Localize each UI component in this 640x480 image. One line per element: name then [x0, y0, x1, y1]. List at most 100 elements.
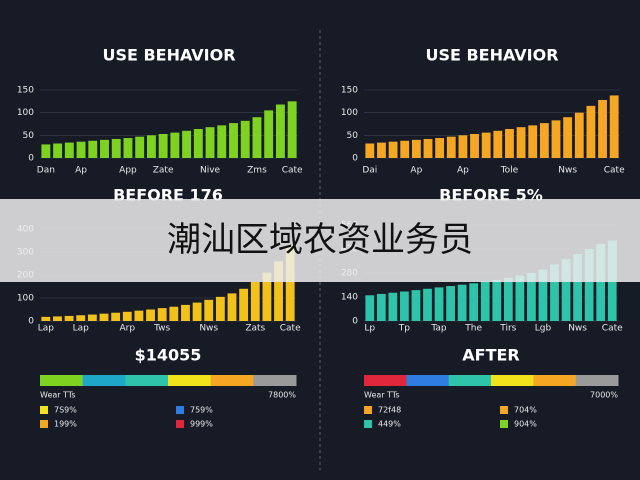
bar	[609, 95, 619, 158]
x-tick-label: Zms	[247, 166, 267, 176]
bar	[423, 138, 433, 158]
bar	[64, 142, 74, 158]
bar	[264, 110, 274, 158]
bar	[64, 315, 74, 321]
bar	[158, 133, 168, 158]
x-tick-label: Tws	[153, 324, 170, 334]
summary-title: AFTER	[462, 346, 519, 365]
bar	[598, 99, 607, 158]
bar	[227, 293, 237, 321]
bar	[377, 142, 386, 158]
scale-right-label: 7800%	[268, 391, 296, 400]
bar	[240, 120, 250, 158]
legend-swatch	[40, 406, 48, 414]
y-tick-label: 50	[23, 131, 35, 141]
bar	[457, 284, 467, 321]
bar	[481, 132, 491, 158]
y-tick-label: 0	[28, 317, 34, 327]
bar	[400, 291, 409, 321]
legend-swatch	[364, 420, 372, 428]
legend-swatch	[500, 420, 508, 428]
x-tick-label: Ap	[410, 166, 422, 176]
bar	[376, 293, 386, 321]
bar	[411, 139, 421, 158]
banner-band	[0, 199, 640, 282]
color-segment	[364, 375, 407, 386]
bar	[111, 138, 121, 158]
legend-swatch	[176, 406, 184, 414]
x-tick-label: Lap	[38, 324, 55, 334]
x-tick-label: Zate	[153, 166, 174, 176]
y-tick-label: 140	[341, 293, 358, 303]
legend-swatch	[364, 406, 372, 414]
bar	[573, 254, 582, 321]
bar	[516, 127, 526, 158]
x-tick-label: Cate	[282, 166, 303, 176]
scale-left-label: Wear TTs	[364, 391, 400, 400]
bar	[435, 138, 445, 158]
legend-swatch	[176, 420, 184, 428]
chart-title: USE BEHAVIOR	[425, 46, 558, 65]
x-tick-label: Tap	[430, 324, 447, 334]
bar	[204, 299, 214, 321]
x-tick-label: Cate	[602, 324, 623, 334]
y-tick-label: 100	[17, 294, 34, 304]
bar	[458, 135, 468, 158]
bar	[596, 243, 606, 321]
color-segment	[82, 375, 126, 386]
legend-label: 759%	[190, 406, 213, 415]
bar	[586, 105, 596, 158]
legend-label: 449%	[378, 420, 401, 429]
x-tick-label: Tp	[398, 324, 410, 334]
legend-label: 999%	[190, 420, 213, 429]
x-tick-label: Ap	[75, 166, 87, 176]
bar	[262, 272, 272, 321]
color-segment	[253, 375, 297, 386]
bar	[574, 112, 584, 158]
x-tick-label: Dan	[37, 166, 55, 176]
x-tick-label: The	[464, 324, 482, 334]
bar	[87, 314, 97, 321]
bar	[122, 311, 132, 321]
color-segment	[406, 375, 450, 386]
color-segment	[210, 375, 254, 386]
color-segment	[40, 375, 84, 386]
bar	[365, 143, 375, 158]
bar	[480, 281, 490, 321]
y-tick-label: 0	[28, 154, 34, 164]
bar	[527, 273, 536, 321]
bar	[135, 136, 145, 158]
color-segment	[125, 375, 169, 386]
bar	[192, 302, 202, 321]
y-tick-label: 100	[341, 108, 358, 118]
bar	[515, 275, 525, 321]
x-tick-label: Tole	[500, 166, 519, 176]
x-tick-label: Arp	[119, 324, 135, 334]
y-tick-label: 150	[17, 86, 34, 96]
color-segment	[533, 375, 577, 386]
bar	[550, 264, 559, 321]
legend-label: 7S9%	[54, 406, 77, 415]
bar	[215, 296, 225, 321]
bar	[88, 140, 98, 158]
x-tick-label: Ap	[457, 166, 469, 176]
bar	[287, 101, 297, 158]
bar	[584, 249, 594, 321]
scale-left-label: Wear TTs	[40, 391, 76, 400]
bar	[99, 313, 109, 321]
x-tick-label: Zats	[245, 324, 265, 334]
x-tick-label: Nws	[568, 324, 587, 334]
x-tick-label: Nws	[199, 324, 218, 334]
bar	[217, 125, 227, 158]
x-tick-label: Tirs	[499, 324, 516, 334]
bar	[446, 286, 455, 321]
bar	[182, 130, 192, 158]
y-tick-label: 50	[347, 131, 359, 141]
x-tick-label: Lp	[364, 324, 375, 334]
y-tick-label: 100	[17, 108, 34, 118]
x-tick-label: App	[119, 166, 137, 176]
bar	[469, 283, 479, 321]
color-segment	[491, 375, 534, 386]
legend-swatch	[500, 406, 508, 414]
